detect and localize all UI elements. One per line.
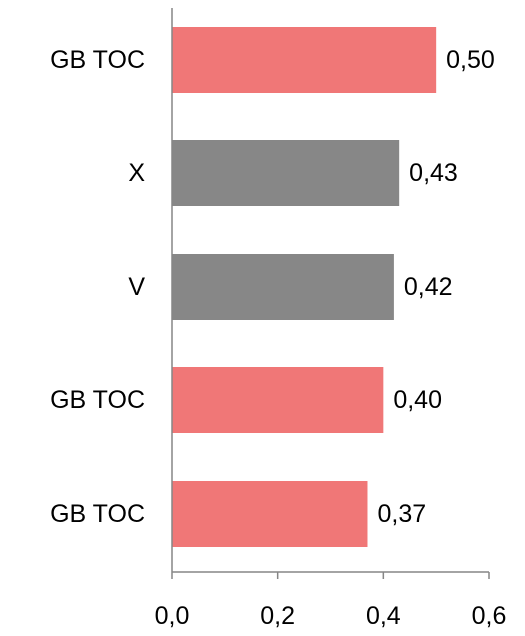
labels-group: GB TOC 0,50 X 0,43 V 0,42 GB TOC 0,40 GB TOC 0,37…: [50, 46, 506, 630]
category-label-5: GB TOC: [50, 500, 145, 528]
value-label-4: 0,40: [393, 386, 442, 414]
x-tick-label-1: 0,0: [155, 602, 190, 630]
category-label-3: V: [128, 273, 145, 301]
bar-3: [172, 254, 394, 320]
bars-group: [172, 27, 437, 547]
value-label-1: 0,50: [446, 46, 495, 74]
bar-5: [172, 481, 368, 547]
bar-1: [172, 27, 437, 93]
axes-group: [171, 8, 490, 579]
x-tick-label-2: 0,2: [260, 602, 295, 630]
bar-4: [172, 367, 384, 433]
value-label-2: 0,43: [409, 159, 458, 187]
value-label-5: 0,37: [377, 500, 426, 528]
category-label-1: GB TOC: [50, 46, 145, 74]
value-label-3: 0,42: [404, 273, 453, 301]
x-tick-label-3: 0,4: [366, 602, 401, 630]
x-tick-label-4: 0,6: [472, 602, 507, 630]
category-label-4: GB TOC: [50, 386, 145, 414]
category-label-2: X: [128, 159, 145, 187]
bar-2: [172, 140, 400, 206]
